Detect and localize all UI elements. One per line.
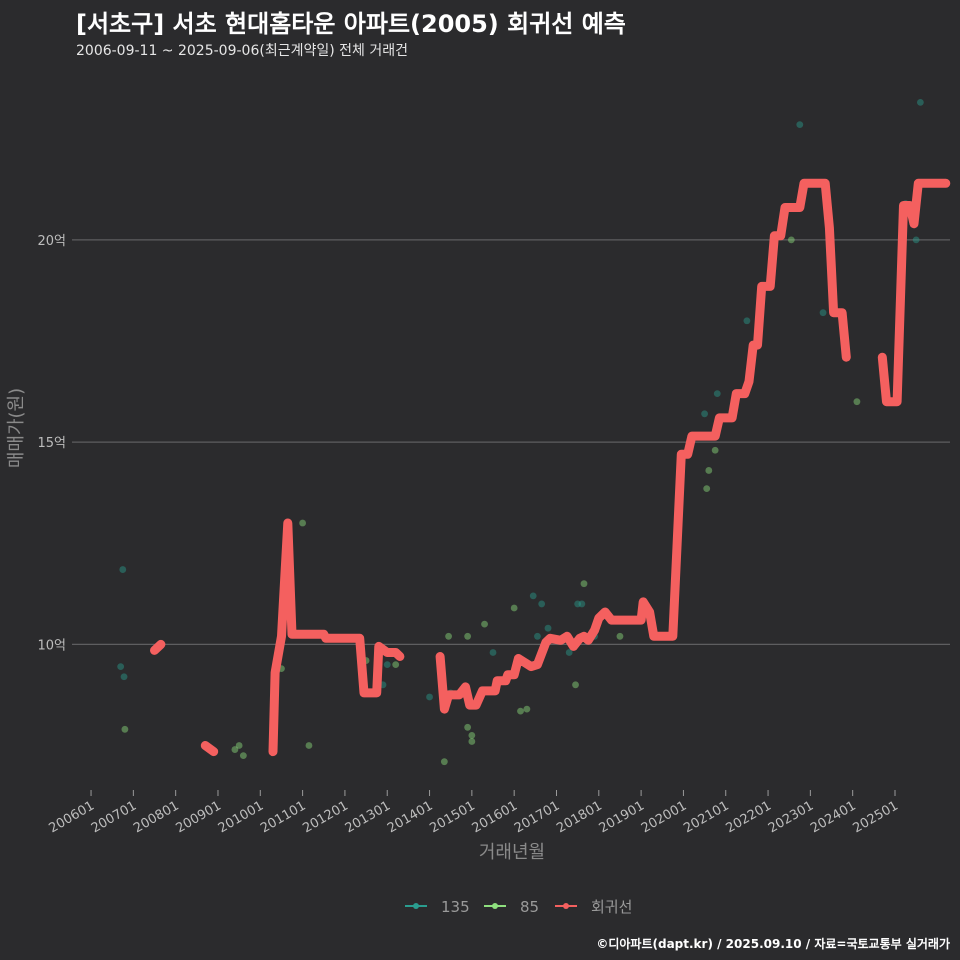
data-point-135 <box>120 673 128 681</box>
y-tick-labels: 10억 15억 20억 <box>37 234 66 653</box>
x-ticks: 2006012007012008012009012010012011012012… <box>47 790 901 836</box>
data-point-135 <box>819 309 827 317</box>
legend-label-0: 135 <box>441 898 470 916</box>
chart-title: [서초구] 서초 현대홈타운 아파트(2005) 회귀선 예측 <box>76 10 626 38</box>
data-point-135 <box>713 390 721 397</box>
x-tick-label: 200701 <box>89 798 139 836</box>
data-point-85 <box>464 632 472 640</box>
data-point-135 <box>544 624 552 632</box>
x-tick-label: 201901 <box>597 798 647 836</box>
data-point-135 <box>119 566 127 573</box>
y-tick-label: 10억 <box>37 638 66 653</box>
regression-lines <box>150 178 951 757</box>
data-point-135 <box>796 121 804 129</box>
data-point-85 <box>299 519 307 527</box>
data-point-85 <box>517 707 524 715</box>
data-point-135 <box>565 649 573 656</box>
x-tick-label: 202401 <box>808 798 858 836</box>
data-point-135 <box>529 592 537 600</box>
data-point-85 <box>231 746 239 753</box>
x-tick-label: 201701 <box>512 798 562 836</box>
data-point-135 <box>574 600 582 608</box>
data-point-85 <box>445 632 452 640</box>
data-point-85 <box>523 705 531 713</box>
data-point-85 <box>392 661 400 669</box>
data-point-135 <box>743 317 751 325</box>
data-point-85 <box>239 752 247 760</box>
data-point-85 <box>703 485 711 493</box>
source-caption: ©디아파트(dapt.kr) / 2025.09.10 / 자료=국토교통부 실… <box>596 937 950 951</box>
data-point-135 <box>117 663 125 671</box>
legend-label-1: 85 <box>520 898 539 916</box>
chart-subtitle: 2006-09-11 ~ 2025-09-06(최근계약일) 전체 거래건 <box>76 43 408 59</box>
x-tick-label: 202201 <box>724 798 774 836</box>
data-point-85 <box>235 742 243 749</box>
x-tick-label: 202101 <box>681 798 731 836</box>
legend-label-2: 회귀선 <box>591 898 632 916</box>
x-tick-label: 201301 <box>343 798 393 836</box>
x-tick-label: 201601 <box>470 798 520 836</box>
data-point-85 <box>440 758 448 766</box>
data-point-85 <box>616 632 624 640</box>
data-point-85 <box>121 725 129 733</box>
data-point-135 <box>426 693 433 701</box>
data-point-85 <box>711 446 719 454</box>
grid-lines <box>72 239 950 645</box>
data-point-85 <box>468 731 476 739</box>
legend: 135 85 회귀선 <box>405 898 632 916</box>
x-tick-label: 201401 <box>385 798 435 836</box>
data-point-85 <box>572 681 579 689</box>
data-point-85 <box>853 398 861 406</box>
data-point-135 <box>383 661 391 669</box>
data-point-135 <box>538 600 546 608</box>
x-tick-label: 202001 <box>639 798 689 836</box>
x-axis-title: 거래년월 <box>479 842 545 863</box>
regression-line <box>435 178 851 714</box>
data-point-135 <box>578 600 586 608</box>
regression-line <box>200 741 219 757</box>
data-point-85 <box>580 580 588 588</box>
data-point-85 <box>787 236 795 244</box>
regression-line <box>268 518 405 757</box>
data-point-85 <box>705 467 713 474</box>
data-point-85 <box>305 742 313 749</box>
legend-key-2 <box>563 903 569 909</box>
data-point-85 <box>481 620 488 628</box>
data-point-85 <box>468 738 476 745</box>
x-tick-label: 201001 <box>216 798 266 836</box>
legend-key-1 <box>492 903 498 909</box>
x-tick-label: 202301 <box>766 798 816 836</box>
regression-line <box>877 178 951 407</box>
data-point-85 <box>510 604 518 612</box>
x-tick-label: 200901 <box>173 798 223 836</box>
x-tick-label: 202501 <box>851 798 901 836</box>
data-point-135 <box>489 649 497 656</box>
x-tick-label: 200801 <box>131 798 181 836</box>
y-tick-label: 15억 <box>37 436 66 451</box>
data-point-135 <box>916 98 924 106</box>
data-point-135 <box>912 236 920 244</box>
x-tick-label: 201801 <box>554 798 604 836</box>
data-point-135 <box>701 410 708 418</box>
legend-key-0 <box>413 903 419 909</box>
data-point-135 <box>534 632 541 640</box>
regression-line <box>150 639 166 655</box>
y-tick-label: 20억 <box>37 234 66 249</box>
x-tick-label: 201101 <box>258 798 308 836</box>
x-tick-label: 201201 <box>300 798 350 836</box>
x-tick-label: 201501 <box>427 798 477 836</box>
y-axis-title: 매매가(원) <box>6 388 27 468</box>
x-tick-label: 200601 <box>47 798 97 836</box>
data-point-85 <box>464 723 472 731</box>
